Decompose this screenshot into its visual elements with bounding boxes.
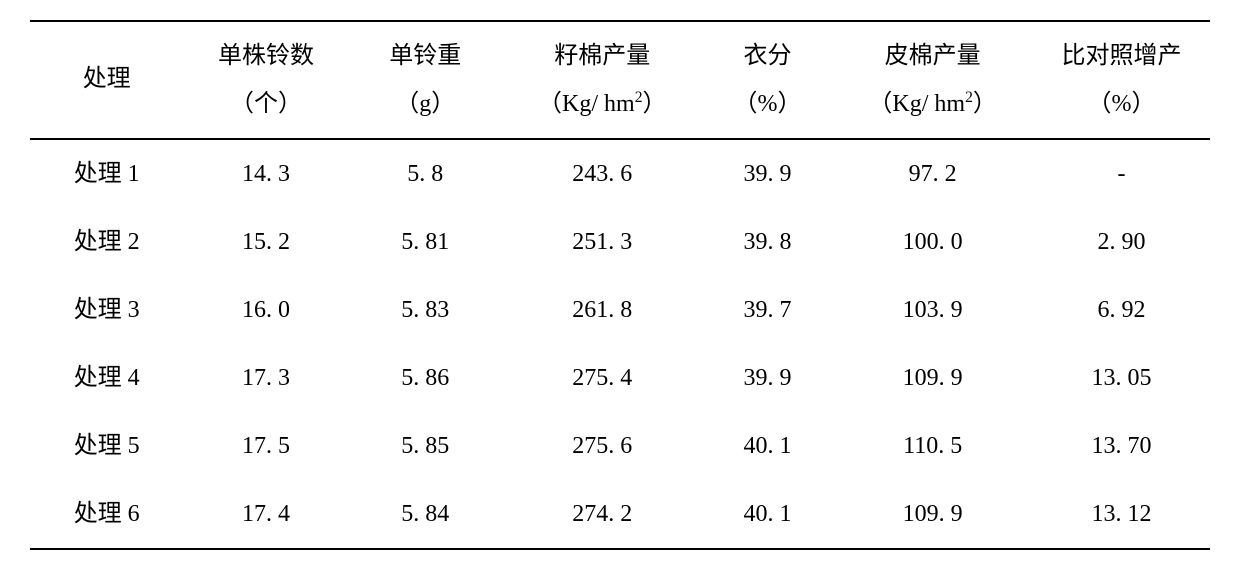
cell-increase: 2. 90	[1033, 208, 1210, 276]
header-title: 比对照增产	[1061, 43, 1181, 69]
cell-boll-weight: 5. 8	[349, 139, 502, 208]
header-unit: （g）	[395, 91, 455, 117]
table-row: 处理 2 15. 2 5. 81 251. 3 39. 8 100. 0 2. …	[30, 208, 1210, 276]
cell-lint-yield: 100. 0	[832, 208, 1033, 276]
cell-boll-count: 17. 3	[183, 344, 348, 412]
cell-lint-pct: 40. 1	[703, 412, 833, 480]
table-row: 处理 4 17. 3 5. 86 275. 4 39. 9 109. 9 13.…	[30, 344, 1210, 412]
header-cell-treatment: 处理	[30, 21, 183, 139]
cell-lint-yield: 109. 9	[832, 480, 1033, 549]
header-cell-boll-weight: 单铃重 （g）	[349, 21, 502, 139]
header-cell-lint-yield: 皮棉产量 （Kg/ hm2）	[832, 21, 1033, 139]
cell-lint-yield: 109. 9	[832, 344, 1033, 412]
cell-increase: -	[1033, 139, 1210, 208]
cell-lint-pct: 39. 8	[703, 208, 833, 276]
table-row: 处理 3 16. 0 5. 83 261. 8 39. 7 103. 9 6. …	[30, 276, 1210, 344]
cell-seed-yield: 251. 3	[502, 208, 703, 276]
header-title: 皮棉产量	[885, 43, 981, 69]
cell-lint-yield: 103. 9	[832, 276, 1033, 344]
header-unit: （Kg/ hm2）	[868, 91, 996, 117]
header-title: 籽棉产量	[554, 43, 650, 69]
header-unit: （%）	[733, 91, 801, 117]
table-row: 处理 5 17. 5 5. 85 275. 6 40. 1 110. 5 13.…	[30, 412, 1210, 480]
cell-seed-yield: 275. 4	[502, 344, 703, 412]
table-row: 处理 6 17. 4 5. 84 274. 2 40. 1 109. 9 13.…	[30, 480, 1210, 549]
cell-increase: 13. 05	[1033, 344, 1210, 412]
cell-increase: 6. 92	[1033, 276, 1210, 344]
header-unit: （Kg/ hm2）	[538, 91, 666, 117]
cell-boll-weight: 5. 85	[349, 412, 502, 480]
cell-lint-pct: 39. 7	[703, 276, 833, 344]
data-table: 处理 单株铃数 （个） 单铃重 （g） 籽棉产量 （Kg/ hm2） 衣分 （%…	[30, 20, 1210, 550]
cell-boll-count: 16. 0	[183, 276, 348, 344]
cell-boll-weight: 5. 83	[349, 276, 502, 344]
cell-treatment: 处理 2	[30, 208, 183, 276]
cell-seed-yield: 274. 2	[502, 480, 703, 549]
cell-treatment: 处理 1	[30, 139, 183, 208]
cell-seed-yield: 243. 6	[502, 139, 703, 208]
table-row: 处理 1 14. 3 5. 8 243. 6 39. 9 97. 2 -	[30, 139, 1210, 208]
cell-boll-count: 17. 4	[183, 480, 348, 549]
cell-treatment: 处理 5	[30, 412, 183, 480]
header-title: 单株铃数	[218, 43, 314, 69]
header-cell-lint-pct: 衣分 （%）	[703, 21, 833, 139]
header-cell-seed-yield: 籽棉产量 （Kg/ hm2）	[502, 21, 703, 139]
cell-seed-yield: 275. 6	[502, 412, 703, 480]
cell-treatment: 处理 4	[30, 344, 183, 412]
cell-increase: 13. 70	[1033, 412, 1210, 480]
cell-boll-weight: 5. 81	[349, 208, 502, 276]
header-title: 处理	[83, 66, 131, 92]
cell-boll-weight: 5. 86	[349, 344, 502, 412]
cell-lint-pct: 39. 9	[703, 139, 833, 208]
header-title: 衣分	[743, 43, 791, 69]
cell-lint-pct: 39. 9	[703, 344, 833, 412]
header-row: 处理 单株铃数 （个） 单铃重 （g） 籽棉产量 （Kg/ hm2） 衣分 （%…	[30, 21, 1210, 139]
cell-lint-yield: 97. 2	[832, 139, 1033, 208]
header-unit: （个）	[230, 91, 302, 117]
header-unit: （%）	[1087, 91, 1155, 117]
table-header: 处理 单株铃数 （个） 单铃重 （g） 籽棉产量 （Kg/ hm2） 衣分 （%…	[30, 21, 1210, 139]
table-body: 处理 1 14. 3 5. 8 243. 6 39. 9 97. 2 - 处理 …	[30, 139, 1210, 549]
cell-lint-pct: 40. 1	[703, 480, 833, 549]
cell-boll-count: 15. 2	[183, 208, 348, 276]
header-title: 单铃重	[389, 43, 461, 69]
cell-seed-yield: 261. 8	[502, 276, 703, 344]
cell-boll-count: 14. 3	[183, 139, 348, 208]
cell-lint-yield: 110. 5	[832, 412, 1033, 480]
header-cell-boll-count: 单株铃数 （个）	[183, 21, 348, 139]
header-cell-increase: 比对照增产 （%）	[1033, 21, 1210, 139]
cell-increase: 13. 12	[1033, 480, 1210, 549]
cell-treatment: 处理 3	[30, 276, 183, 344]
cell-boll-count: 17. 5	[183, 412, 348, 480]
cell-boll-weight: 5. 84	[349, 480, 502, 549]
cell-treatment: 处理 6	[30, 480, 183, 549]
